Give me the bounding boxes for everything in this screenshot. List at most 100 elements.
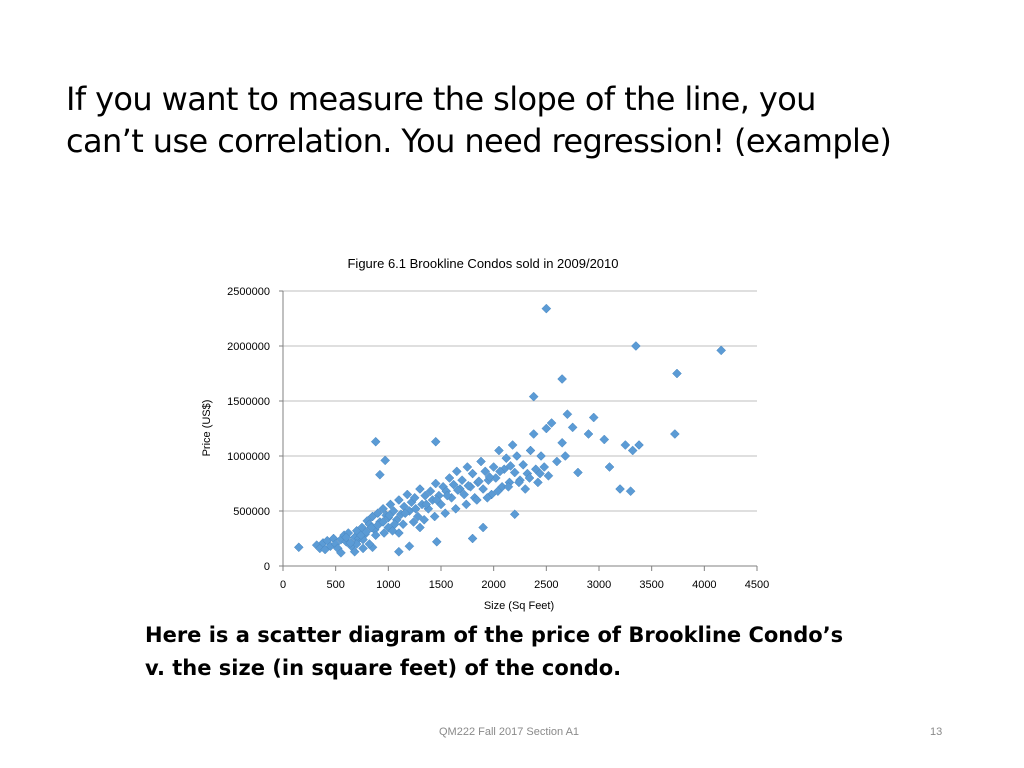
data-point-92 <box>557 437 567 448</box>
data-point-112 <box>669 429 680 439</box>
data-point-169 <box>384 510 395 521</box>
data-point-160 <box>495 466 505 477</box>
data-point-86 <box>536 451 546 461</box>
data-point-120 <box>358 543 368 554</box>
data-point-65 <box>480 466 491 477</box>
data-point-87 <box>539 462 550 472</box>
x-tick-label-7: 3500 <box>639 579 663 591</box>
data-point-151 <box>400 508 411 519</box>
data-point-138 <box>429 511 440 522</box>
data-point-162 <box>341 532 352 543</box>
data-point-163 <box>345 538 356 548</box>
data-point-140 <box>450 503 461 514</box>
data-point-24 <box>372 508 383 519</box>
data-point-137 <box>419 514 430 525</box>
data-point-168 <box>378 517 388 527</box>
y-tick-label-4: 2000000 <box>227 341 270 353</box>
data-point-64 <box>478 484 488 494</box>
slide-title: If you want to measure the slope of the … <box>66 78 986 162</box>
chart-axes <box>282 291 757 567</box>
data-point-103 <box>625 486 636 497</box>
data-point-96 <box>573 467 583 478</box>
data-point-75 <box>507 440 518 450</box>
x-tick-label-5: 2500 <box>534 579 558 591</box>
data-point-159 <box>484 472 495 482</box>
data-point-150 <box>389 519 400 530</box>
data-point-122 <box>394 546 404 557</box>
data-point-136 <box>408 517 419 527</box>
y-tick-label-1: 500000 <box>233 506 270 518</box>
data-point-60 <box>467 468 478 479</box>
data-point-117 <box>431 536 442 547</box>
x-tick-label-1: 500 <box>326 579 344 591</box>
data-point-124 <box>364 539 375 549</box>
data-point-147 <box>524 473 535 483</box>
data-point-139 <box>440 508 451 519</box>
slide-title-line-1: If you want to measure the slope of the … <box>66 80 816 118</box>
data-point-95 <box>567 422 578 433</box>
chart-title: Figure 6.1 Brookline Condos sold in 2009… <box>347 256 618 271</box>
data-point-128 <box>478 522 488 533</box>
data-point-118 <box>336 547 346 558</box>
data-point-0 <box>293 542 304 553</box>
slide-title-line-2: can’t use correlation. You need regressi… <box>66 122 892 160</box>
data-point-79 <box>518 459 529 470</box>
x-tick-label-4: 2000 <box>481 579 505 591</box>
data-point-39 <box>412 511 423 522</box>
data-point-148 <box>535 468 545 479</box>
data-point-113 <box>370 436 381 447</box>
data-point-109 <box>672 368 682 379</box>
data-point-141 <box>461 499 472 510</box>
data-point-111 <box>541 303 552 314</box>
x-tick-label-8: 4000 <box>692 579 716 591</box>
data-point-133 <box>379 528 389 538</box>
x-tick-label-6: 3000 <box>587 579 611 591</box>
data-point-161 <box>505 461 516 471</box>
data-point-156 <box>452 485 463 495</box>
data-point-100 <box>604 462 615 472</box>
data-point-53 <box>448 479 459 490</box>
data-point-143 <box>482 492 493 503</box>
data-point-101 <box>615 484 625 494</box>
data-point-51 <box>444 473 455 483</box>
data-point-85 <box>533 477 543 488</box>
data-point-46 <box>430 478 441 489</box>
data-point-77 <box>511 451 522 461</box>
data-point-93 <box>560 451 571 461</box>
data-point-68 <box>488 462 499 472</box>
data-point-110 <box>716 345 727 356</box>
x-tick-label-9: 4500 <box>745 579 769 591</box>
data-point-123 <box>404 541 415 552</box>
y-tick-label-0: 0 <box>264 561 270 573</box>
data-point-144 <box>493 486 503 497</box>
data-point-155 <box>442 490 453 501</box>
data-point-132 <box>370 530 381 541</box>
data-point-40 <box>415 484 425 494</box>
data-point-42 <box>420 490 431 501</box>
data-point-165 <box>361 527 372 537</box>
data-point-56 <box>457 475 467 486</box>
data-point-35 <box>402 489 413 500</box>
y-tick-label-3: 1500000 <box>227 396 270 408</box>
y-tick-label-2: 1000000 <box>227 451 270 463</box>
footer-text: QM222 Fall 2017 Section A1 <box>439 726 580 738</box>
data-point-97 <box>583 429 594 439</box>
data-point-115 <box>380 455 391 466</box>
data-point-91 <box>552 456 562 467</box>
data-point-104 <box>627 445 638 456</box>
x-tick-label-3: 1500 <box>429 579 453 591</box>
data-point-135 <box>398 519 408 530</box>
data-point-114 <box>375 469 385 480</box>
data-point-146 <box>514 477 524 488</box>
data-point-89 <box>543 470 554 481</box>
data-point-73 <box>501 453 512 464</box>
data-point-76 <box>509 467 520 478</box>
data-point-116 <box>430 436 441 447</box>
data-point-80 <box>520 484 531 494</box>
data-point-82 <box>525 445 536 456</box>
data-point-119 <box>349 546 360 557</box>
page-number: 13 <box>930 726 943 738</box>
data-point-57 <box>459 489 470 500</box>
data-point-38 <box>409 492 420 503</box>
